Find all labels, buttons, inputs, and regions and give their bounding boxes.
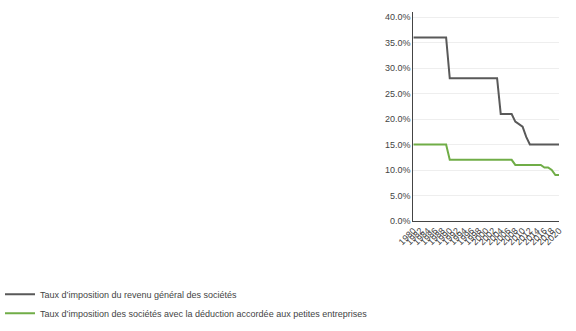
svg-text:1996: 1996 [455,226,476,247]
svg-text:Taux d’imposition des sociétés: Taux d’imposition des sociétés avec la d… [40,309,367,319]
svg-text:2000: 2000 [470,226,491,247]
svg-text:2012: 2012 [513,226,534,247]
svg-text:15.0%: 15.0% [385,140,411,150]
svg-text:35.0%: 35.0% [385,38,411,48]
svg-text:2014: 2014 [521,226,542,247]
svg-text:1982: 1982 [404,226,425,247]
svg-text:2006: 2006 [491,226,512,247]
svg-text:2020: 2020 [542,226,563,247]
svg-text:2008: 2008 [499,226,520,247]
svg-text:1980: 1980 [397,226,418,247]
svg-text:Taux d’imposition du revenu gé: Taux d’imposition du revenu général des … [40,290,237,300]
svg-text:5.0%: 5.0% [390,191,411,201]
svg-text:2016: 2016 [528,226,549,247]
svg-text:2010: 2010 [506,226,527,247]
svg-text:1984: 1984 [411,226,432,247]
svg-text:2018: 2018 [535,226,556,247]
svg-text:2002: 2002 [477,226,498,247]
svg-text:0.0%: 0.0% [390,216,411,226]
svg-text:25.0%: 25.0% [385,89,411,99]
svg-text:20.0%: 20.0% [385,114,411,124]
svg-text:1992: 1992 [440,226,461,247]
svg-text:2004: 2004 [484,226,505,247]
svg-text:30.0%: 30.0% [385,63,411,73]
svg-text:1988: 1988 [426,226,447,247]
svg-text:1998: 1998 [462,226,483,247]
svg-text:40.0%: 40.0% [385,12,411,22]
svg-text:1990: 1990 [433,226,454,247]
svg-text:10.0%: 10.0% [385,165,411,175]
svg-text:1986: 1986 [419,226,440,247]
svg-text:1994: 1994 [448,226,469,247]
